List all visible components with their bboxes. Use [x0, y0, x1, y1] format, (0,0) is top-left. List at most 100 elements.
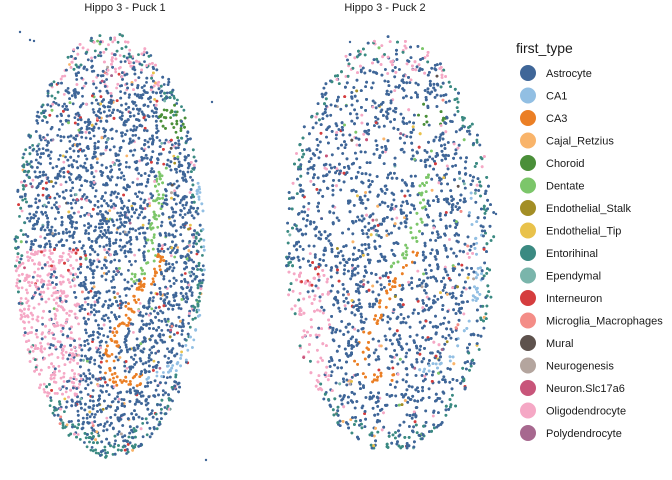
scatter-point	[137, 344, 141, 348]
scatter-point	[158, 420, 162, 424]
scatter-point	[53, 367, 57, 371]
scatter-point	[88, 440, 91, 444]
scatter-point	[73, 88, 77, 91]
scatter-point	[171, 249, 174, 252]
scatter-point	[110, 421, 113, 425]
scatter-point	[113, 313, 116, 317]
scatter-point	[137, 287, 141, 291]
scatter-point	[119, 238, 122, 242]
scatter-point	[47, 279, 51, 283]
scatter-point	[142, 306, 146, 309]
scatter-point	[60, 223, 64, 227]
scatter-point	[18, 215, 21, 218]
scatter-point	[180, 209, 183, 213]
scatter-point	[50, 126, 54, 129]
scatter-point	[70, 94, 74, 98]
scatter-point	[146, 384, 150, 388]
scatter-point	[42, 170, 45, 174]
scatter-point	[146, 401, 150, 405]
scatter-point	[197, 195, 201, 199]
scatter-point	[43, 347, 47, 351]
scatter-point	[79, 377, 83, 381]
scatter-point	[155, 99, 159, 103]
scatter-point	[43, 236, 47, 240]
scatter-point	[148, 338, 152, 342]
scatter-point	[121, 424, 125, 427]
scatter-point	[119, 306, 123, 309]
scatter-point	[122, 174, 126, 178]
scatter-point	[191, 233, 194, 237]
scatter-point	[71, 144, 75, 148]
scatter-point	[166, 319, 170, 323]
scatter-point	[164, 194, 168, 198]
scatter-point	[59, 329, 63, 333]
scatter-point	[174, 141, 177, 145]
scatter-point	[52, 307, 56, 310]
scatter-point	[147, 395, 151, 399]
scatter-point	[39, 138, 43, 142]
scatter-point	[59, 139, 63, 143]
scatter-point	[125, 82, 129, 86]
scatter-point	[128, 318, 132, 322]
scatter-point	[182, 247, 186, 251]
scatter-point	[188, 191, 192, 194]
scatter-point	[173, 219, 177, 223]
scatter-point	[33, 262, 36, 266]
scatter-point	[171, 233, 175, 237]
scatter-point	[154, 111, 158, 114]
scatter-point	[79, 215, 82, 218]
scatter-point	[198, 191, 202, 194]
scatter-point	[73, 372, 76, 376]
scatter-point	[92, 308, 96, 312]
scatter-point	[84, 278, 88, 282]
scatter-point	[91, 79, 95, 83]
scatter-point	[146, 178, 150, 181]
scatter-point	[122, 204, 126, 208]
scatter-point	[188, 208, 191, 212]
scatter-point	[150, 74, 154, 78]
scatter-point	[99, 51, 102, 54]
scatter-point	[69, 172, 73, 176]
scatter-point	[177, 306, 181, 310]
scatter-point	[31, 313, 34, 317]
scatter-point	[101, 171, 105, 175]
scatter-point	[99, 346, 102, 350]
scatter-point	[189, 206, 193, 210]
scatter-point	[198, 279, 201, 283]
scatter-point	[191, 193, 195, 197]
scatter-point	[48, 283, 51, 286]
scatter-point	[119, 303, 123, 307]
scatter-point	[109, 416, 113, 419]
scatter-point	[80, 246, 84, 250]
scatter-point	[61, 333, 65, 337]
scatter-point	[166, 247, 170, 251]
scatter-point	[97, 364, 101, 368]
scatter-point	[59, 417, 62, 421]
scatter-point	[166, 183, 170, 186]
scatter-point	[100, 327, 104, 330]
scatter-point	[40, 345, 43, 348]
scatter-point	[36, 193, 40, 197]
scatter-point	[162, 304, 166, 308]
scatter-point	[178, 344, 182, 347]
scatter-point	[148, 226, 152, 229]
scatter-point	[161, 196, 165, 200]
scatter-point	[139, 197, 143, 201]
scatter-point	[154, 103, 158, 107]
scatter-point	[192, 245, 195, 249]
scatter-point	[94, 189, 98, 193]
scatter-point	[137, 444, 141, 448]
scatter-point	[66, 55, 70, 59]
scatter-point	[50, 294, 54, 297]
scatter-point	[27, 320, 31, 324]
scatter-point	[202, 245, 206, 249]
scatter-point	[133, 253, 137, 257]
scatter-point	[14, 246, 17, 250]
scatter-point	[150, 319, 153, 323]
scatter-point	[100, 225, 104, 229]
scatter-point	[60, 351, 64, 355]
scatter-point	[101, 195, 104, 198]
scatter-point	[156, 161, 159, 165]
scatter-point	[164, 231, 167, 235]
scatter-point	[118, 168, 121, 171]
